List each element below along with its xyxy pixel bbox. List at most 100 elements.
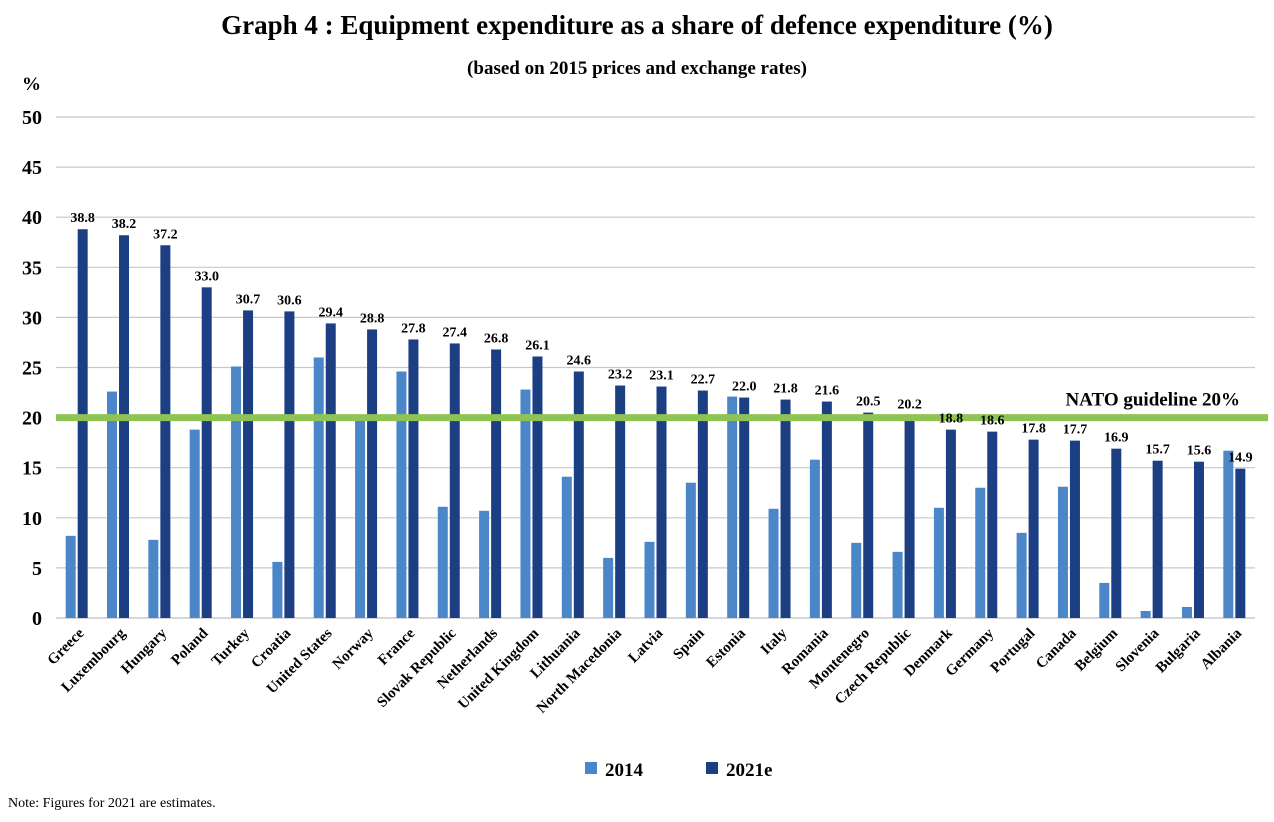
y-tick-label: 10 <box>22 508 42 530</box>
bar-2014 <box>65 535 76 618</box>
data-label-2021e: 21.6 <box>815 384 840 399</box>
data-label-2021e: 23.2 <box>608 368 633 383</box>
bar-2021e <box>284 311 295 618</box>
bar-2021e <box>945 429 956 618</box>
bar-2021e <box>904 415 915 618</box>
data-label-2021e: 18.8 <box>939 412 964 427</box>
data-label-2021e: 22.7 <box>691 373 716 388</box>
bar-2014 <box>768 508 779 618</box>
bar-2014 <box>520 389 531 618</box>
y-tick-label: 5 <box>32 558 42 580</box>
bar-2014 <box>1140 610 1151 618</box>
bar-2014 <box>851 542 862 618</box>
data-label-2021e: 38.8 <box>70 211 95 226</box>
footnote: Note: Figures for 2021 are estimates. <box>8 796 216 811</box>
data-label-2021e: 30.6 <box>277 293 302 308</box>
bar-2014 <box>313 357 324 618</box>
legend-label-2021e: 2021e <box>726 760 772 781</box>
y-tick-label: 20 <box>22 408 42 430</box>
bar-2014 <box>355 417 366 618</box>
data-label-2021e: 14.9 <box>1228 451 1253 466</box>
x-tick-label: Italy <box>758 625 791 658</box>
x-tick-label: Portugal <box>988 626 1039 677</box>
data-label-2021e: 21.8 <box>773 382 798 397</box>
chart-title: Graph 4 : Equipment expenditure as a sha… <box>221 10 1053 40</box>
data-label-2021e: 27.8 <box>401 321 426 336</box>
bar-2014 <box>892 551 903 618</box>
bar-2021e <box>1193 461 1204 618</box>
bar-2014 <box>644 541 655 618</box>
bar-2014 <box>107 391 118 618</box>
x-tick-label: Latvia <box>626 625 667 666</box>
data-label-2021e: 23.1 <box>649 369 674 384</box>
data-label-2021e: 16.9 <box>1104 431 1129 446</box>
data-label-2021e: 26.1 <box>525 338 550 353</box>
bar-2021e <box>1111 448 1122 618</box>
bar-2021e <box>987 431 998 618</box>
data-label-2021e: 20.5 <box>856 395 881 410</box>
y-tick-label: 15 <box>22 458 42 480</box>
data-label-2021e: 27.4 <box>443 325 468 340</box>
bar-2021e <box>201 287 212 618</box>
bars <box>65 229 1246 619</box>
bar-2021e <box>573 371 584 618</box>
bar-2021e <box>449 343 460 618</box>
bar-2021e <box>408 339 419 618</box>
bar-2021e <box>780 399 791 618</box>
data-label-2021e: 17.7 <box>1063 423 1088 438</box>
y-tick-label: 0 <box>32 608 42 630</box>
bar-2021e <box>1235 468 1246 618</box>
data-label-2021e: 18.6 <box>980 414 1005 429</box>
y-axis-ticks: 0 5 10 15 20 25 30 35 40 45 50 <box>22 107 42 630</box>
bar-2021e <box>1069 440 1080 618</box>
bar-2014 <box>231 366 242 618</box>
data-label-2021e: 15.6 <box>1187 444 1212 459</box>
bar-2021e <box>77 229 88 618</box>
bar-2021e <box>367 329 378 618</box>
bar-2014 <box>148 539 159 618</box>
chart-subtitle: (based on 2015 prices and exchange rates… <box>467 58 807 79</box>
bar-2014 <box>685 482 696 618</box>
x-tick-label: Albania <box>1198 625 1246 673</box>
bar-2021e <box>160 245 171 619</box>
x-tick-label: Estonia <box>704 625 750 671</box>
bar-2014 <box>479 510 490 618</box>
y-axis-label: % <box>22 74 41 95</box>
y-tick-label: 40 <box>22 207 42 229</box>
data-label-2021e: 37.2 <box>153 227 178 242</box>
data-label-2021e: 17.8 <box>1021 422 1046 437</box>
legend: 2014 2021e <box>585 760 772 781</box>
bar-2014 <box>561 476 572 618</box>
bar-2021e <box>739 397 750 618</box>
data-label-2021e: 33.0 <box>194 269 219 284</box>
bar-2021e <box>821 401 832 618</box>
bar-2021e <box>243 310 254 618</box>
bar-2021e <box>1152 460 1163 618</box>
y-tick-label: 45 <box>22 157 42 179</box>
data-label-2021e: 30.7 <box>236 292 261 307</box>
bar-2021e <box>615 385 626 618</box>
bar-2014 <box>1181 606 1192 618</box>
data-label-2021e: 22.0 <box>732 380 757 395</box>
data-label-2021e: 24.6 <box>567 354 592 369</box>
x-tick-label: Norway <box>330 625 378 673</box>
data-label-2021e: 15.7 <box>1145 443 1170 458</box>
bar-2014 <box>1223 450 1234 618</box>
bar-2014 <box>975 487 986 618</box>
bar-2014 <box>603 557 614 618</box>
x-tick-label: Hungary <box>118 625 170 677</box>
data-label-2021e: 26.8 <box>484 331 509 346</box>
bar-2021e <box>532 356 543 618</box>
x-tick-label: Turkey <box>209 625 253 669</box>
bar-2014 <box>933 507 944 618</box>
bar-2021e <box>491 349 502 618</box>
nato-guideline-label: NATO guideline 20% <box>1065 390 1240 411</box>
bar-2014 <box>396 371 407 618</box>
bar-2021e <box>697 390 708 618</box>
legend-swatch-2014 <box>585 762 597 774</box>
x-tick-label: Spain <box>670 625 708 663</box>
bar-2014 <box>272 561 283 618</box>
x-axis-ticks: GreeceLuxembourgHungaryPolandTurkeyCroat… <box>45 625 1246 717</box>
data-label-2021e: 38.2 <box>112 217 137 232</box>
